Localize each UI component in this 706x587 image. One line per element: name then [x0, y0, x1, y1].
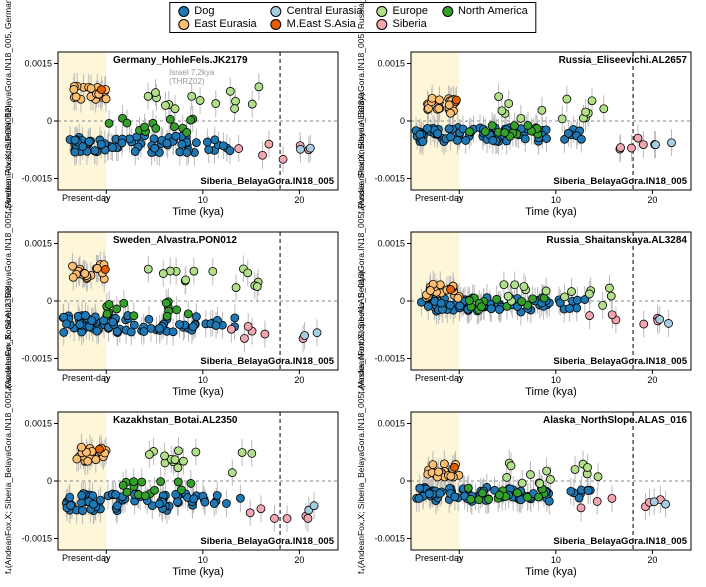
svg-text:-0.0015: -0.0015	[374, 354, 405, 364]
svg-text:20: 20	[294, 375, 304, 385]
svg-text:Israel 7.2kya: Israel 7.2kya	[169, 68, 215, 77]
svg-text:0: 0	[47, 296, 52, 306]
panel-title: Russia_Shaitanskaya.AL3284	[546, 235, 687, 246]
svg-text:-0.0015: -0.0015	[21, 534, 52, 544]
panel-title: Germany_HohleFels.JK2179	[113, 55, 248, 66]
present-day-label: Present-day	[415, 553, 464, 563]
legend-item: M.East S.Asia	[271, 18, 363, 30]
panel-title: Alaska_NorthSlope.ALAS_016	[543, 415, 687, 426]
svg-text:10: 10	[551, 195, 561, 205]
svg-text:20: 20	[647, 555, 657, 565]
legend-item: Europe	[377, 5, 428, 17]
svg-text:0: 0	[47, 476, 52, 486]
svg-text:-0.0015: -0.0015	[21, 174, 52, 184]
present-day-label: Present-day	[62, 193, 111, 203]
svg-text:-0.0015: -0.0015	[374, 534, 405, 544]
present-day-label: Present-day	[62, 373, 111, 383]
panel: 01020-0.001500.0015f₄(AndeanFox,X; Siber…	[0, 404, 353, 584]
svg-text:0.0015: 0.0015	[377, 239, 405, 249]
present-day-label: Present-day	[62, 553, 111, 563]
svg-text:0: 0	[400, 476, 405, 486]
svg-text:(THRZ02): (THRZ02)	[169, 77, 205, 86]
svg-text:0: 0	[47, 116, 52, 126]
svg-text:20: 20	[294, 555, 304, 565]
ref-label: Siberia_BelayaGora.IN18_005	[200, 176, 334, 187]
panel: 01020-0.001500.0015f₄(AndeanFox,X; Siber…	[353, 404, 706, 584]
svg-text:10: 10	[198, 375, 208, 385]
svg-text:0.0015: 0.0015	[24, 59, 52, 69]
y-axis-label: f₄(AndeanFox,X; Siberia_BelayaGora.IN18_…	[3, 414, 13, 574]
svg-text:10: 10	[551, 555, 561, 565]
svg-text:10: 10	[551, 375, 561, 385]
panel: 01020-0.001500.0015f₄(AndeanFox,X; Siber…	[353, 224, 706, 404]
svg-text:10: 10	[198, 555, 208, 565]
svg-text:-0.0015: -0.0015	[374, 174, 405, 184]
legend-item: North America	[442, 5, 528, 17]
panel: 01020-0.001500.0015f₄(AndeanFox,X; Siber…	[0, 224, 353, 404]
legend-item: Siberia	[377, 18, 428, 30]
svg-text:0.0015: 0.0015	[24, 239, 52, 249]
ref-label: Siberia_BelayaGora.IN18_005	[553, 176, 687, 187]
svg-text:0.0015: 0.0015	[377, 59, 405, 69]
legend-item: East Eurasia	[178, 18, 256, 30]
ref-label: Siberia_BelayaGora.IN18_005	[200, 356, 334, 367]
x-axis-label: Time (kya)	[525, 386, 577, 398]
panel-title: Sweden_Alvastra.PON012	[113, 235, 237, 246]
x-axis-label: Time (kya)	[172, 566, 224, 578]
present-day-label: Present-day	[415, 193, 464, 203]
svg-text:0.0015: 0.0015	[24, 419, 52, 429]
ref-label: Siberia_BelayaGora.IN18_005	[200, 536, 334, 547]
legend-item: Dog	[178, 5, 256, 17]
panel-title: Russia_Eliseevichi.AL2657	[559, 55, 687, 66]
svg-text:0: 0	[400, 296, 405, 306]
panel-title: Kazakhstan_Botai.AL2350	[113, 415, 238, 426]
svg-text:0: 0	[400, 116, 405, 126]
panel: 01020-0.001500.0015f₄(AndeanFox,X; Siber…	[353, 44, 706, 224]
y-axis-label: f₄(AndeanFox,X; Siberia_BelayaGora.IN18_…	[356, 414, 366, 574]
svg-text:0.0015: 0.0015	[377, 419, 405, 429]
svg-text:20: 20	[294, 195, 304, 205]
x-axis-label: Time (kya)	[172, 206, 224, 218]
svg-text:20: 20	[647, 195, 657, 205]
present-day-label: Present-day	[415, 373, 464, 383]
svg-text:-0.0015: -0.0015	[21, 354, 52, 364]
panel: 01020-0.001500.0015Israel 7.2kya(THRZ02)…	[0, 44, 353, 224]
x-axis-label: Time (kya)	[172, 386, 224, 398]
x-axis-label: Time (kya)	[525, 566, 577, 578]
svg-text:20: 20	[647, 375, 657, 385]
ref-label: Siberia_BelayaGora.IN18_005	[553, 536, 687, 547]
ref-label: Siberia_BelayaGora.IN18_005	[553, 356, 687, 367]
svg-text:10: 10	[198, 195, 208, 205]
x-axis-label: Time (kya)	[525, 206, 577, 218]
legend-item: Central Eurasia	[271, 5, 363, 17]
